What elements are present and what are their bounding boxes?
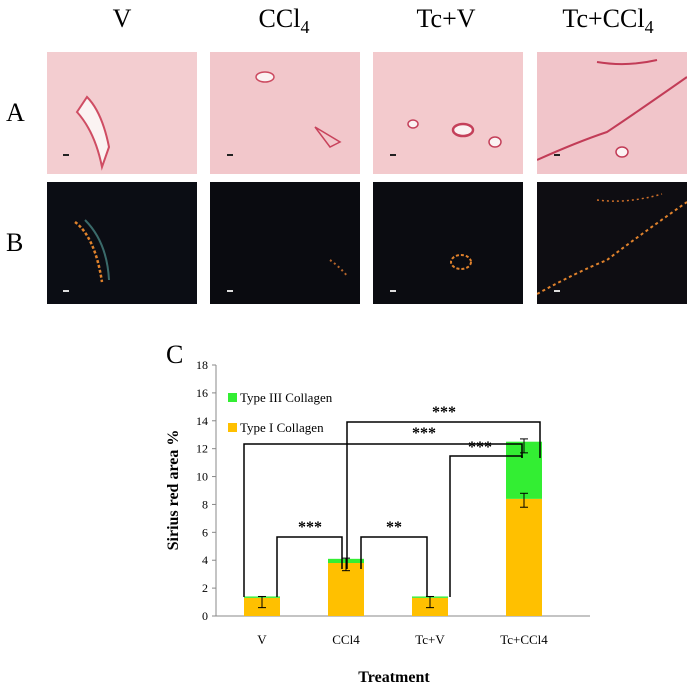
- legend-swatch-type1: [228, 423, 237, 432]
- significance-bracket: [276, 536, 343, 597]
- y-tick-label: 0: [202, 609, 208, 623]
- column-label-v: V: [42, 4, 202, 34]
- y-tick-label: 6: [202, 525, 208, 539]
- row-label-b: B: [6, 228, 24, 257]
- micrograph-a-tc-v: [373, 52, 523, 174]
- x-tick-label: V: [257, 632, 267, 647]
- column-label-text: Tc+CCl: [562, 4, 645, 33]
- micrograph-a-ccl4: [210, 52, 360, 174]
- significance-bracket: [243, 443, 523, 597]
- legend-label-type1: Type I Collagen: [240, 420, 324, 435]
- y-tick-label: 4: [202, 553, 208, 567]
- micrograph-b-tc-ccl4: [537, 182, 687, 304]
- bar-type1-1: [328, 563, 364, 616]
- y-tick-label: 18: [196, 358, 208, 372]
- micrograph-a-tc-ccl4: [537, 52, 687, 174]
- micrograph-b-tc-v: [373, 182, 523, 304]
- y-tick-label: 8: [202, 497, 208, 511]
- panel-c-label: C: [166, 340, 184, 369]
- y-tick-label: 2: [202, 581, 208, 595]
- significance-marker: ***: [412, 425, 436, 442]
- y-axis-title: Sirius red area %: [165, 430, 182, 551]
- significance-bracket: [360, 536, 428, 597]
- y-tick-label: 10: [196, 470, 208, 484]
- y-tick-label: 16: [196, 386, 208, 400]
- column-label-text: Tc+V: [416, 4, 476, 33]
- significance-bracket: [346, 421, 541, 569]
- column-label-text: CCl: [258, 4, 301, 33]
- micrograph-a-v: [47, 52, 197, 174]
- significance-marker: ***: [298, 519, 322, 536]
- micrograph-b-ccl4: [210, 182, 360, 304]
- significance-marker: **: [386, 519, 402, 536]
- bar-type1-3: [506, 498, 542, 616]
- column-label-subscript: 4: [300, 17, 310, 38]
- column-label-tc-ccl4: Tc+CCl4: [528, 4, 688, 38]
- x-tick-label: CCl4: [332, 632, 360, 647]
- significance-marker: ***: [468, 439, 492, 456]
- y-tick-label: 14: [196, 414, 208, 428]
- x-tick-label: Tc+V: [415, 632, 445, 647]
- significance-bracket: [449, 455, 523, 597]
- significance-marker: ***: [432, 404, 456, 421]
- y-tick-label: 12: [196, 442, 208, 456]
- column-label-text: V: [112, 4, 132, 33]
- x-axis-title: Treatment: [358, 669, 430, 686]
- row-label-a: A: [6, 98, 25, 127]
- x-tick-label: Tc+CCl4: [500, 632, 548, 647]
- column-label-tc-v: Tc+V: [366, 4, 526, 34]
- legend-swatch-type3: [228, 393, 237, 402]
- column-label-ccl4: CCl4: [204, 4, 364, 38]
- micrograph-b-v: [47, 182, 197, 304]
- column-label-subscript: 4: [644, 17, 654, 38]
- legend-label-type3: Type III Collagen: [240, 390, 333, 405]
